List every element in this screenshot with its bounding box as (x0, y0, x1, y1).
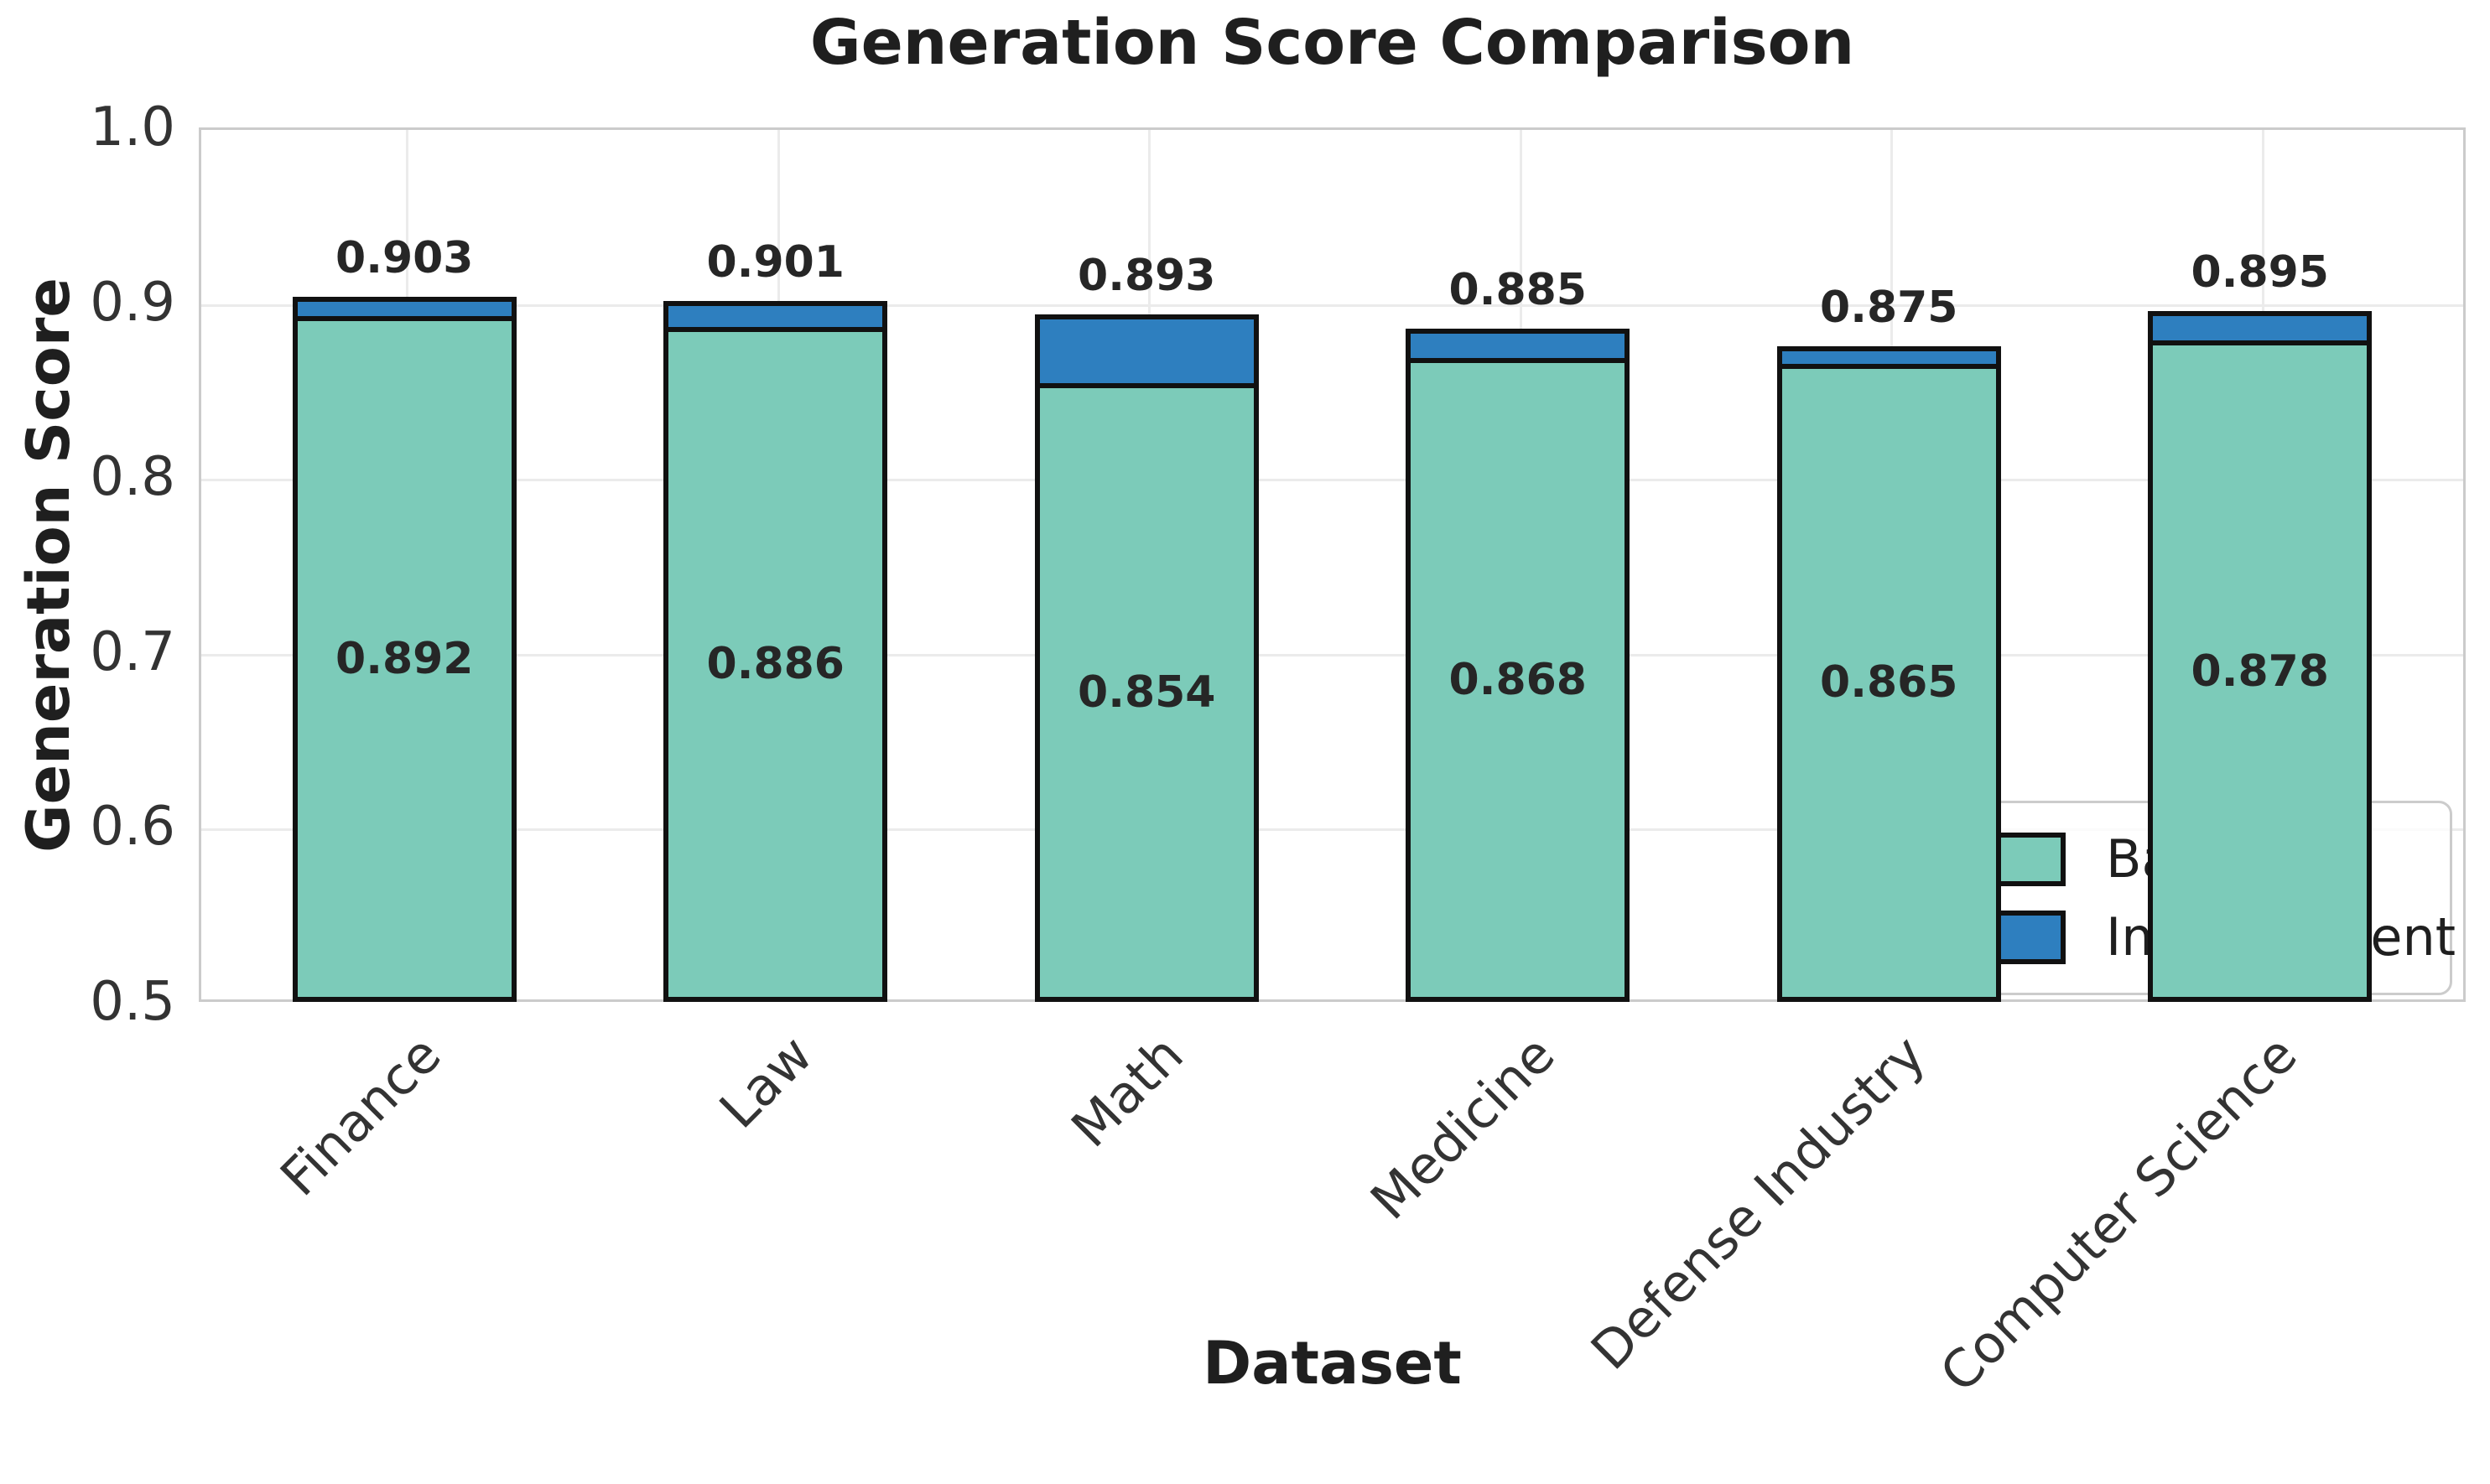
x-axis-tick-label: Math (1059, 1024, 1195, 1160)
bar-baseline-segment (1034, 382, 1259, 1002)
bar-baseline-value-label: 0.865 (1820, 657, 1958, 708)
bar-baseline-value-label: 0.886 (706, 639, 845, 690)
x-axis-tick-label: Defense Industry (1579, 1024, 1937, 1382)
x-axis-tick-label: Medicine (1358, 1024, 1567, 1232)
bar-improvement-segment (663, 300, 888, 327)
bar-total-value-label: 0.901 (706, 236, 845, 288)
bar-total-value-label: 0.893 (1078, 251, 1216, 302)
bar-total-value-label: 0.903 (335, 233, 474, 284)
plot-area (199, 127, 2466, 1002)
bar-total-value-label: 0.875 (1820, 282, 1958, 333)
y-axis-label: Generation Score (14, 277, 83, 853)
gridline-horizontal (201, 828, 2463, 832)
x-axis-tick-label: Law (707, 1024, 824, 1140)
bar-baseline-segment (2148, 340, 2373, 1002)
gridline-horizontal (201, 304, 2463, 307)
bar-improvement-segment (1034, 314, 1259, 383)
bar-baseline-value-label: 0.878 (2191, 646, 2329, 697)
y-axis-tick-label: 0.5 (90, 971, 175, 1033)
bar-improvement-segment (2148, 311, 2373, 341)
bar-improvement-segment (1776, 345, 2001, 364)
bar-improvement-segment (292, 297, 517, 317)
bar-baseline-segment (663, 326, 888, 1002)
x-axis-tick-label: Computer Science (1927, 1024, 2309, 1404)
bar-total-value-label: 0.885 (1448, 264, 1587, 315)
y-axis-tick-label: 1.0 (90, 96, 175, 158)
gridline-horizontal (201, 653, 2463, 656)
bar-baseline-segment (1776, 363, 2001, 1002)
bar-total-value-label: 0.895 (2191, 247, 2329, 298)
bar-baseline-segment (1406, 358, 1630, 1002)
y-axis-tick-label: 0.7 (90, 620, 175, 683)
y-axis-tick-label: 0.9 (90, 271, 175, 334)
bar-baseline-segment (292, 316, 517, 1002)
bar-improvement-segment (1406, 328, 1630, 359)
y-axis-tick-label: 0.8 (90, 446, 175, 509)
x-axis-label: Dataset (1203, 1329, 1462, 1398)
y-axis-tick-label: 0.6 (90, 796, 175, 859)
bar-baseline-value-label: 0.854 (1078, 667, 1216, 718)
gridline-horizontal (201, 479, 2463, 482)
bar-baseline-value-label: 0.868 (1448, 655, 1587, 706)
bar-baseline-value-label: 0.892 (335, 634, 474, 685)
x-axis-tick-label: Finance (268, 1024, 453, 1208)
chart-title: Generation Score Comparison (809, 7, 1855, 79)
